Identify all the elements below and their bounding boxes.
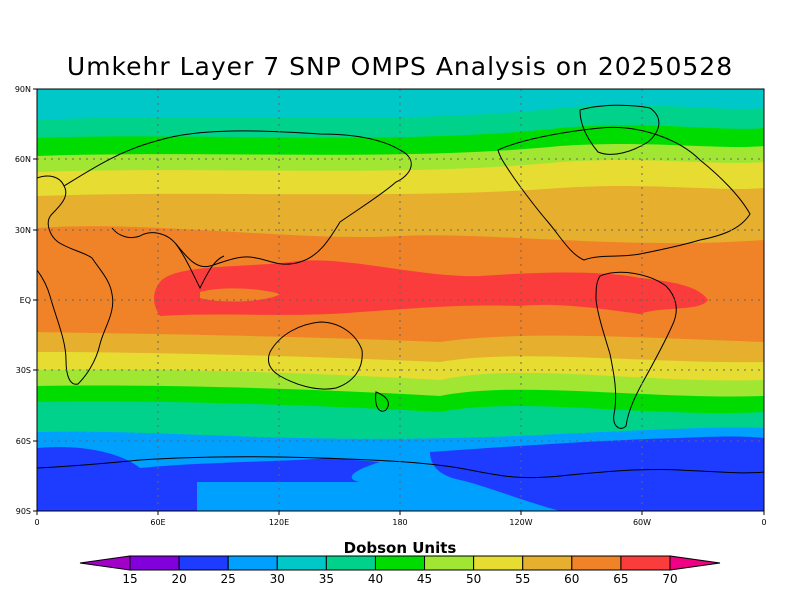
lon-label-120w: 120W [509,518,532,527]
lat-labels: 90N 60N 30N EQ 30S 60S 90S [15,85,31,516]
legend-arrow-low [79,555,131,571]
lat-label-30n: 30N [15,226,31,235]
legend-colorbar [79,555,721,571]
lon-labels: 0 60E 120E 180 120W 60W 0 [34,518,766,527]
band-70plus [154,260,708,316]
coast-south-america [595,271,677,429]
legend-swatch [473,555,524,571]
legend-swatch [227,555,278,571]
lat-label-90s: 90S [16,507,31,516]
lat-label-eq: EQ [20,296,31,305]
legend-title: Dobson Units [344,539,457,557]
legend-swatch [178,555,229,571]
legend-level-label: 40 [368,572,383,586]
legend-level-label: 60 [564,572,579,586]
legend-labels: 15 20 25 30 35 40 45 50 55 60 65 70 [122,572,677,586]
band-south-25 [37,446,380,482]
lon-label-60e: 60E [150,518,165,527]
legend-swatch [424,555,475,571]
lat-label-60n: 60N [15,155,31,164]
legend-level-label: 70 [662,572,677,586]
coast-north-america [497,126,751,261]
band-south-25c [37,482,197,511]
legend-swatch [129,555,180,571]
legend-level-label: 25 [221,572,236,586]
legend-level-label: 15 [122,572,137,586]
coast-nz [375,391,389,412]
legend-level-label: 50 [466,572,481,586]
axis-ticks [33,88,765,515]
band-70-hole [200,288,280,302]
coastlines [37,104,764,479]
legend-swatch [276,555,327,571]
legend-swatch [374,555,426,571]
coast-antarctica [37,456,764,479]
legend-level-label: 65 [613,572,628,586]
legend-arrow-high [669,555,721,571]
lon-label-180: 180 [392,518,407,527]
coast-greenland [579,104,660,155]
lon-label-0: 0 [34,518,39,527]
legend-level-label: 35 [319,572,334,586]
lon-label-60w: 60W [633,518,651,527]
coast-europe-africa [37,175,114,385]
legend-swatch [522,555,573,571]
lat-label-60s: 60S [16,437,31,446]
band-south-25b [430,436,764,511]
lon-label-0-right: 0 [761,518,766,527]
lon-label-120e: 120E [269,518,289,527]
legend-level-label: 30 [270,572,285,586]
legend-swatch [620,555,671,571]
contour-bands [37,89,764,511]
legend-swatch [571,555,622,571]
legend-level-label: 20 [171,572,186,586]
graticule [37,89,764,511]
coast-australia [267,321,363,390]
lat-label-30s: 30S [16,366,31,375]
lat-label-90n: 90N [15,85,31,94]
legend-level-label: 55 [515,572,530,586]
coast-india [175,243,225,290]
page-title: Umkehr Layer 7 SNP OMPS Analysis on 2025… [66,52,734,81]
legend-swatch [325,555,376,571]
legend-level-label: 45 [417,572,432,586]
